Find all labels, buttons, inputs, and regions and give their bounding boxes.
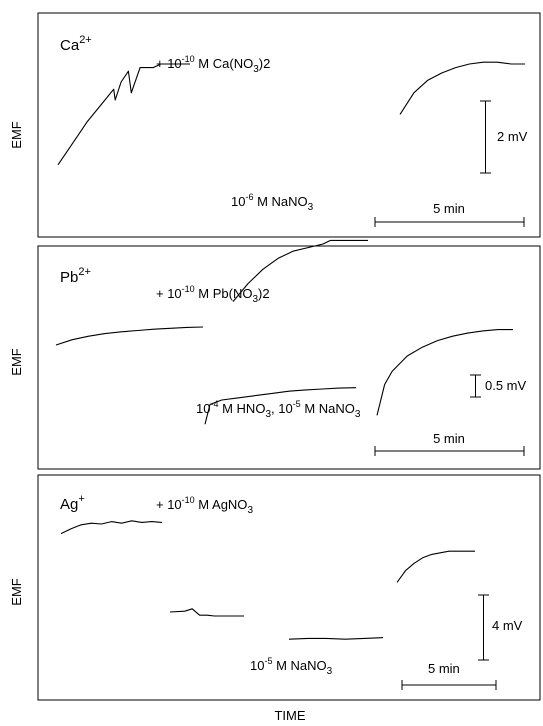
background-annotation: 10-4 M HNO3, 10-5 M NaNO3 (196, 399, 361, 420)
emf-trace-2 (169, 608, 244, 617)
background-annotation: 10-6 M NaNO3 (231, 192, 314, 213)
emf-scale-bar (480, 100, 491, 174)
background-annotation: 10-5 M NaNO3 (250, 656, 333, 677)
emf-trace-3 (399, 61, 525, 115)
emf-trace-2 (204, 387, 357, 425)
panel-ag: Ag+ + 10-10 M AgNO3 10-5 M NaNO3 4 mV 5 … (37, 474, 541, 701)
time-scale-label: 5 min (433, 431, 465, 446)
panel-frame (37, 474, 541, 701)
time-scale-bar (401, 680, 497, 690)
time-scale-bar (374, 446, 525, 456)
addition-annotation: + 10-10 M Ca(NO3)2 (156, 54, 270, 75)
y-axis-label: EMF (9, 348, 24, 376)
ion-label: Pb2+ (60, 266, 91, 286)
emf-trace-2 (232, 239, 368, 302)
panel-frame (37, 245, 541, 470)
time-scale-label: 5 min (428, 661, 460, 676)
ion-label: Ca2+ (60, 34, 92, 54)
time-scale-bar (374, 217, 525, 227)
emf-scale-bar (478, 594, 489, 661)
emf-trace-3 (376, 329, 513, 416)
addition-annotation: + 10-10 M Pb(NO3)2 (156, 284, 270, 305)
addition-annotation: + 10-10 M AgNO3 (156, 495, 253, 516)
x-axis-label: TIME (274, 708, 305, 723)
emf-trace-1 (57, 63, 190, 166)
emf-scale-bar (470, 374, 481, 398)
emf-scale-label: 4 mV (492, 618, 523, 633)
traces (55, 326, 513, 425)
traces (60, 520, 475, 640)
emf-scale-label: 2 mV (497, 129, 528, 144)
ion-label: Ag+ (60, 493, 85, 513)
traces (57, 61, 525, 302)
panel-ca: Ca2+ + 10-10 M Ca(NO3)2 10-6 M NaNO3 2 m… (37, 12, 541, 302)
y-axis-label: EMF (9, 121, 24, 149)
emf-trace-1 (60, 520, 163, 535)
y-axis-label: EMF (9, 578, 24, 606)
emf-trace-3 (288, 637, 384, 640)
panel-pb: Pb2+ + 10-10 M Pb(NO3)2 10-4 M HNO3, 10-… (37, 245, 541, 470)
emf-trace-1 (55, 326, 204, 346)
time-scale-label: 5 min (433, 201, 465, 216)
emf-trace-4 (396, 550, 475, 583)
emf-scale-label: 0.5 mV (485, 378, 527, 393)
panel-frame (37, 12, 541, 238)
